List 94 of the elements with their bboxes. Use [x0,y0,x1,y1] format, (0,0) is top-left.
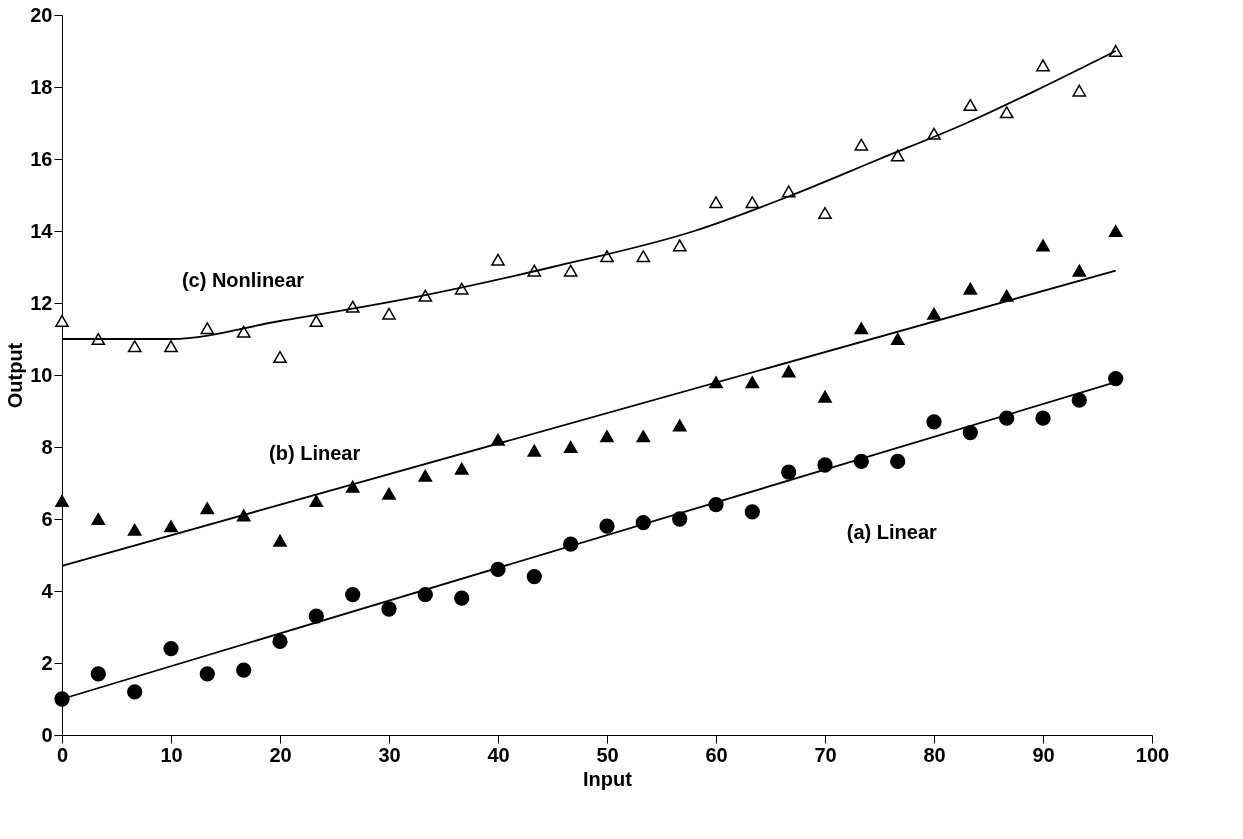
point [854,138,869,151]
point [1108,224,1123,238]
y-tick-label: 0 [41,723,53,746]
point [164,520,178,533]
y-tick-label: 2 [41,651,53,674]
y-axis-title: Output [4,342,27,409]
point [127,340,142,353]
point [454,590,470,606]
point [818,206,832,220]
point [926,414,942,430]
point [1036,59,1050,72]
x-tick-label: 20 [269,743,292,766]
point [636,250,651,263]
point [818,390,832,403]
point [636,430,651,443]
point [345,586,361,603]
x-tick-label: 50 [596,743,619,766]
point [1035,410,1051,426]
point [745,376,760,389]
y-tick-label: 14 [30,219,54,242]
y-tick-label: 6 [41,507,53,530]
point [963,282,978,295]
point [309,314,324,328]
x-tick-label: 40 [487,743,510,766]
point [781,464,797,480]
point [1071,392,1087,408]
point [127,523,142,536]
point [1108,370,1124,387]
y-tick-label: 18 [30,75,53,98]
point [491,253,505,266]
point [963,98,978,112]
point [200,322,215,335]
point [236,325,251,338]
point [709,196,723,209]
point [890,453,906,470]
point [1072,84,1087,97]
point [200,502,215,515]
point [199,666,215,682]
point [55,314,69,328]
point [1036,239,1050,252]
point [164,340,178,353]
y-tick-label: 20 [30,3,53,26]
point [163,640,179,657]
point [927,307,941,320]
point [90,666,106,682]
point [236,662,252,678]
x-axis-title: Input [583,767,633,790]
x-tick-label: 80 [923,743,946,766]
x-tick-label: 90 [1032,743,1055,766]
y-tick-label: 12 [30,291,53,314]
point [672,239,687,252]
point [345,480,360,493]
point [55,494,69,508]
x-tick-label: 10 [160,743,183,766]
point [454,462,469,475]
point [527,444,542,457]
point [418,469,433,482]
series-label: (c) Nonlinear [181,269,305,292]
point [382,487,396,500]
point [1072,264,1087,277]
point [563,440,578,454]
point [962,424,978,441]
point [273,350,287,364]
point [600,430,614,443]
x-tick-label: 100 [1135,743,1170,766]
point [381,601,397,617]
point [745,196,760,209]
point [91,512,106,526]
point [599,518,615,534]
point [999,106,1014,119]
point [672,419,687,432]
series-label: (b) Linear [269,442,361,465]
text: (a) Linear [846,521,938,544]
point [526,568,542,585]
point [309,494,324,508]
point [781,365,796,378]
point [744,504,760,520]
point [54,691,70,707]
x-tick-label: 30 [378,743,401,766]
point [382,307,396,320]
point [127,684,143,700]
y-tick-label: 10 [30,363,53,386]
point [890,332,905,346]
y-tick-label: 8 [41,435,53,458]
y-tick-label: 4 [41,579,54,602]
point [854,322,869,335]
point [272,633,288,650]
point [308,608,324,624]
x-tick-label: 0 [56,743,69,766]
x-tick-label: 70 [814,743,837,766]
y-tick-label: 16 [30,147,53,170]
point [563,264,578,277]
point [273,534,287,547]
x-tick-label: 60 [705,743,728,766]
